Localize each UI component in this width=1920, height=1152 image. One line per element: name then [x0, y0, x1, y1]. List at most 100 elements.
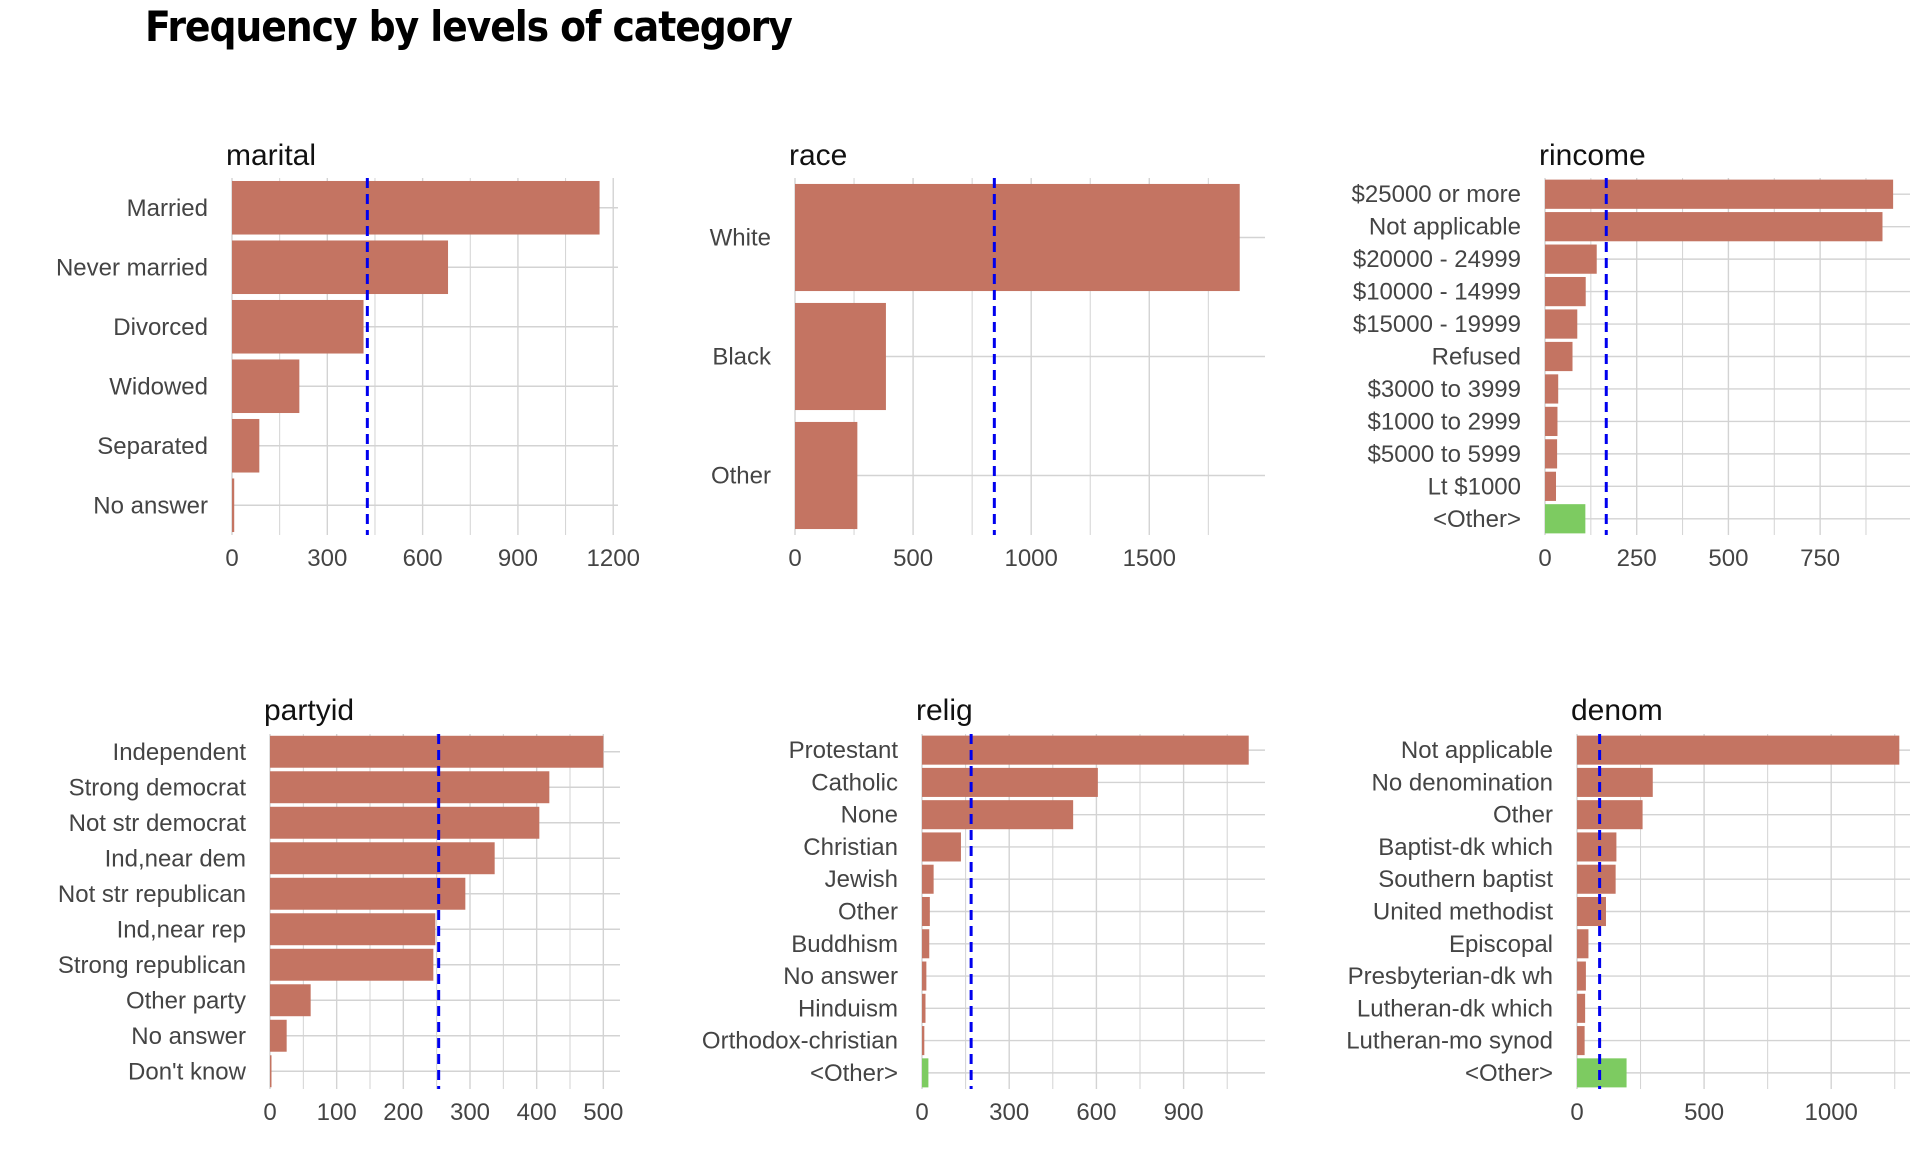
bar-don-t-know [270, 1055, 272, 1088]
tick-label: 100 [317, 1099, 357, 1126]
category-label: Protestant [789, 737, 899, 764]
bar-episcopal [1577, 929, 1589, 959]
bar-20000-24999 [1545, 244, 1597, 274]
category-label: <Other> [1465, 1060, 1553, 1087]
category-label: White [710, 225, 771, 252]
category-label: $10000 - 14999 [1353, 279, 1521, 306]
category-label: Orthodox-christian [702, 1028, 898, 1055]
category-label: Hinduism [798, 995, 898, 1022]
category-label: United methodist [1373, 899, 1553, 926]
bar-not-applicable [1577, 735, 1900, 765]
bar-10000-14999 [1545, 276, 1586, 307]
bar-other [922, 896, 930, 927]
bar-other [922, 1058, 929, 1088]
bar-other [1577, 1058, 1627, 1088]
bar-united-methodist [1577, 896, 1606, 927]
category-label: Married [127, 195, 208, 222]
category-label: $1000 to 2999 [1368, 408, 1521, 435]
category-label: Other party [126, 987, 246, 1014]
page-title: Frequency by levels of category [145, 2, 793, 51]
tick-label: 600 [1076, 1099, 1116, 1126]
tick-label: 500 [583, 1099, 623, 1126]
bar-catholic [922, 767, 1098, 797]
category-label: Other [838, 899, 898, 926]
category-label: Buddhism [791, 931, 898, 958]
category-label: Southern baptist [1378, 866, 1553, 893]
bar-strong-democrat [270, 771, 550, 804]
bar-buddhism [922, 929, 930, 959]
tick-label: 750 [1800, 545, 1840, 572]
bar-ind-near-rep [270, 913, 436, 946]
bar-5000-to-5999 [1545, 439, 1558, 469]
bar-1000-to-2999 [1545, 406, 1558, 437]
bar-refused [1545, 341, 1573, 372]
bar-other [795, 421, 858, 530]
category-label: Lutheran-dk which [1357, 995, 1553, 1022]
category-label: Divorced [113, 314, 208, 341]
category-label: $25000 or more [1352, 181, 1521, 208]
category-label: <Other> [1433, 506, 1521, 533]
tick-label: 300 [450, 1099, 490, 1126]
tick-label: 1000 [1805, 1099, 1858, 1126]
tick-label: 0 [225, 545, 238, 572]
bar-not-str-democrat [270, 806, 540, 839]
category-label: Not str republican [58, 881, 246, 908]
bar-not-str-republican [270, 877, 466, 910]
tick-label: 1000 [1004, 545, 1057, 572]
bar-none [922, 800, 1074, 830]
category-label: Catholic [811, 769, 898, 796]
tick-label: 500 [1684, 1099, 1724, 1126]
bar-no-answer [232, 478, 235, 533]
bar-baptist-dk-which [1577, 832, 1617, 862]
category-label: Jewish [825, 866, 898, 893]
category-label: $3000 to 3999 [1368, 376, 1521, 403]
bar-lutheran-mo-synod [1577, 1026, 1585, 1056]
tick-label: 400 [517, 1099, 557, 1126]
chart-panel-marital: Married Never married Divorced Widowed Separ… [56, 139, 640, 572]
bar-divorced [232, 299, 364, 354]
bar-strong-republican [270, 948, 434, 981]
category-label: Not applicable [1401, 737, 1553, 764]
tick-label: 500 [893, 545, 933, 572]
chart-panel-relig: Protestant Catholic None Christian Jewish Oth… [702, 694, 1265, 1126]
chart-panel-race: White Black Other 0 500 1000 1500 race [710, 139, 1265, 572]
category-label: Not str democrat [69, 810, 247, 837]
category-label: Not applicable [1369, 214, 1521, 241]
tick-label: 1200 [587, 545, 640, 572]
tick-label: 0 [788, 545, 801, 572]
tick-label: 1500 [1123, 545, 1176, 572]
bar-married [232, 180, 600, 235]
bar-never-married [232, 240, 449, 295]
tick-label: 500 [1708, 545, 1748, 572]
category-label: None [841, 802, 898, 829]
chart-panel-rincome: $25000 or more Not applicable $20000 - 249… [1352, 139, 1910, 572]
panel-title: rincome [1539, 139, 1646, 172]
bar-white [795, 183, 1240, 292]
bar-lutheran-dk-which [1577, 993, 1586, 1023]
chart-panel-partyid: Independent Strong democrat Not str democr… [58, 694, 623, 1126]
tick-label: 200 [383, 1099, 423, 1126]
bar-black [795, 302, 886, 411]
category-label: Episcopal [1449, 931, 1553, 958]
bar-orthodox-christian [922, 1026, 925, 1056]
bar-jewish [922, 864, 934, 894]
category-label: Presbyterian-dk wh [1348, 963, 1553, 990]
panel-title: denom [1571, 694, 1663, 727]
category-label: $15000 - 19999 [1353, 311, 1521, 338]
category-label: Lutheran-mo synod [1346, 1028, 1553, 1055]
bar-christian [922, 832, 961, 862]
category-label: No answer [93, 492, 208, 519]
category-label: Other [1493, 802, 1553, 829]
bar-no-answer [270, 1019, 287, 1052]
bar-lt-1000 [1545, 471, 1557, 501]
bar-separated [232, 418, 260, 473]
category-label: Black [712, 344, 772, 371]
category-label: Ind,near dem [105, 845, 246, 872]
bar-southern-baptist [1577, 864, 1616, 894]
category-label: Never married [56, 254, 208, 281]
bar-widowed [232, 359, 300, 414]
bar-hinduism [922, 993, 926, 1023]
bar-protestant [922, 735, 1249, 765]
category-label: No denomination [1372, 769, 1553, 796]
